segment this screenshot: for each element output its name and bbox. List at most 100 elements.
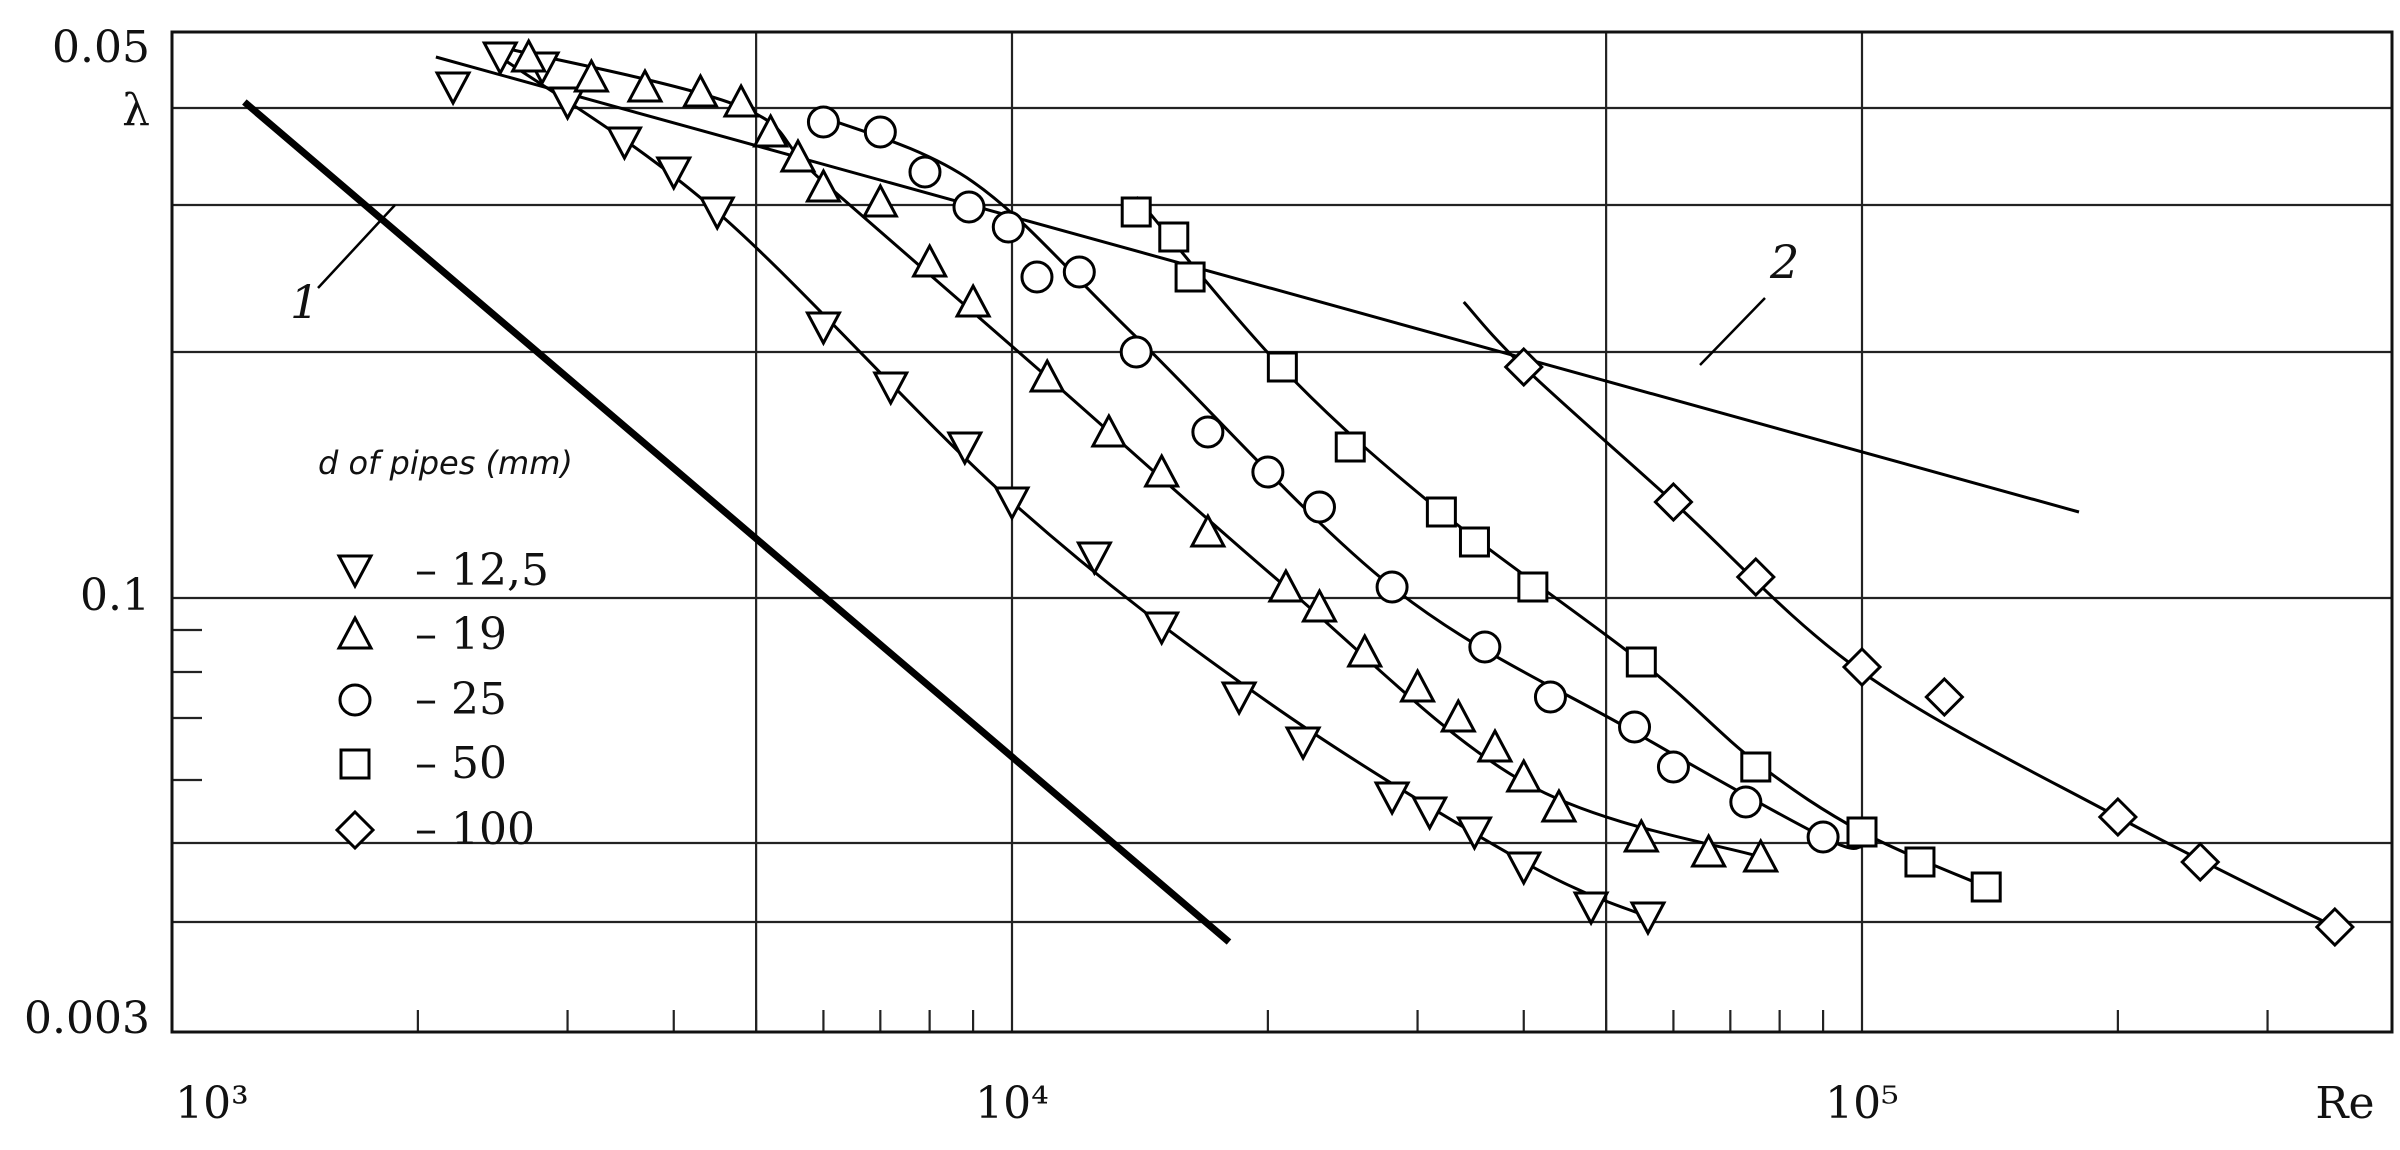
marker-series-4-point-2: [1735, 556, 1776, 598]
x-axis-label-re: Re: [2315, 1078, 2374, 1129]
marker-series-2-point-13: [1533, 680, 1567, 714]
marker-series-1-point-25: [1742, 837, 1780, 873]
marker-series-1-point-10: [954, 282, 992, 318]
marker-series-3-point-9: [1740, 751, 1772, 783]
marker-series-1-point-18: [1399, 667, 1437, 703]
marker-series-2-point-11: [1375, 570, 1409, 604]
y-tick-label-0-003: 0.003: [24, 993, 150, 1044]
marker-series-0-point-10: [993, 486, 1031, 522]
marker-series-3-point-7: [1517, 571, 1549, 603]
reference-line-1-leader: [317, 204, 396, 289]
legend-marker-diamond-icon: [334, 809, 376, 851]
marker-series-0-point-20: [1629, 901, 1667, 937]
marker-series-1-point-9: [911, 242, 949, 278]
marker-series-1-point-19: [1439, 697, 1477, 733]
marker-series-1-point-13: [1143, 452, 1181, 488]
marker-series-2-point-4: [991, 210, 1025, 244]
legend-label-100: – 100: [415, 804, 535, 855]
marker-series-1-point-0: [510, 37, 548, 73]
marker-series-2-point-14: [1618, 710, 1652, 744]
marker-series-0-point-0: [434, 71, 472, 107]
marker-series-0-point-3: [549, 86, 587, 122]
marker-series-2-point-5: [1020, 260, 1054, 294]
reference-line-2: [435, 55, 2080, 514]
marker-series-1-point-23: [1622, 817, 1660, 853]
marker-series-1-point-24: [1690, 832, 1728, 868]
marker-series-3-point-1: [1158, 221, 1190, 253]
marker-series-3-point-8: [1625, 646, 1657, 678]
legend-label-12-5: – 12,5: [415, 545, 549, 596]
legend-marker-triangle-down-icon: [336, 554, 374, 590]
marker-series-1-point-1: [572, 57, 610, 93]
marker-series-1-point-22: [1540, 787, 1578, 823]
marker-series-0-point-17: [1455, 816, 1493, 852]
legend-label-19: – 19: [415, 609, 507, 660]
marker-series-2-point-17: [1806, 820, 1840, 854]
legend-markers: [334, 554, 376, 851]
marker-series-2-point-3: [952, 190, 986, 224]
marker-series-3-point-0: [1120, 196, 1152, 228]
x-tick-label-10-3: 10³: [175, 1078, 249, 1129]
marker-series-0-point-19: [1572, 891, 1610, 927]
marker-series-3-point-6: [1458, 526, 1490, 558]
x-tick-label-10-4: 10⁴: [975, 1078, 1049, 1129]
marker-series-1-point-2: [626, 67, 664, 103]
x-tick-label-10-5: 10⁵: [1825, 1078, 1899, 1129]
marker-series-0-point-1: [481, 41, 519, 77]
marker-series-1-point-5: [752, 112, 790, 148]
marker-series-1-point-16: [1300, 587, 1338, 623]
marker-series-2-point-9: [1251, 455, 1285, 489]
marker-series-0-point-6: [698, 196, 736, 232]
marker-series-0-point-11: [1075, 541, 1113, 577]
reference-lines: [242, 55, 2080, 945]
marker-series-2-point-7: [1119, 335, 1153, 369]
marker-series-3-point-2: [1174, 261, 1206, 293]
marker-series-4-point-5: [2097, 796, 2138, 838]
legend-label-25: – 25: [415, 674, 507, 725]
marker-series-4-point-0: [1503, 346, 1544, 388]
marker-series-4-point-4: [1924, 676, 1965, 718]
y-tick-label-0-1: 0.1: [80, 570, 150, 621]
marker-series-2-point-0: [806, 105, 840, 139]
marker-series-1-point-17: [1346, 632, 1384, 668]
marker-series-2-point-6: [1062, 255, 1096, 289]
legend: d of pipes (mm) – 12,5 – 19 – 25 – 50 – …: [318, 444, 573, 855]
legend-label-50: – 50: [415, 738, 507, 789]
marker-series-1-point-3: [681, 72, 719, 108]
marker-series-2-point-8: [1191, 415, 1225, 449]
marker-series-3-point-11: [1904, 846, 1936, 878]
reference-line-label-2: 2: [1769, 235, 1799, 289]
marker-series-0-point-5: [655, 156, 693, 192]
marker-series-1-point-21: [1505, 757, 1543, 793]
marker-series-2-point-16: [1729, 785, 1763, 819]
marker-series-0-point-14: [1284, 726, 1322, 762]
marker-series-1-point-12: [1090, 412, 1128, 448]
data-markers: [434, 37, 2355, 948]
marker-series-3-point-4: [1334, 431, 1366, 463]
marker-series-0-point-7: [804, 311, 842, 347]
marker-series-3-point-12: [1970, 871, 2002, 903]
legend-marker-triangle-up-icon: [336, 614, 374, 650]
marker-series-0-point-18: [1505, 851, 1543, 887]
legend-marker-square-icon: [339, 748, 371, 780]
marker-series-3-point-5: [1425, 496, 1457, 528]
marker-series-1-point-15: [1267, 567, 1305, 603]
marker-series-3-point-3: [1266, 351, 1298, 383]
reference-line-2-leader: [1699, 297, 1766, 366]
marker-series-4-point-1: [1653, 481, 1694, 523]
marker-series-1-point-4: [722, 82, 760, 118]
marker-series-1-point-20: [1476, 727, 1514, 763]
marker-series-2-point-12: [1468, 630, 1502, 664]
marker-series-2-point-2: [908, 155, 942, 189]
marker-series-2-point-10: [1302, 490, 1336, 524]
legend-title: d of pipes (mm): [318, 444, 573, 482]
y-tick-label-0-05: 0.05: [52, 22, 150, 73]
marker-series-0-point-4: [605, 126, 643, 162]
marker-series-4-point-7: [2314, 906, 2355, 948]
marker-series-3-point-10: [1846, 816, 1878, 848]
marker-series-1-point-14: [1189, 512, 1227, 548]
y-minor-ticks: [172, 628, 202, 782]
marker-series-1-point-11: [1028, 357, 1066, 393]
marker-series-1-point-7: [804, 167, 842, 203]
